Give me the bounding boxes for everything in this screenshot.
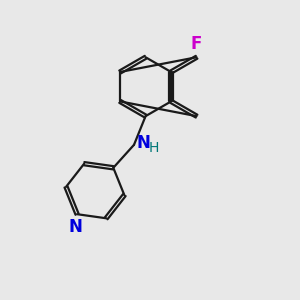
Text: H: H [149, 141, 159, 155]
Text: F: F [191, 35, 202, 53]
Text: N: N [69, 218, 82, 236]
Text: N: N [136, 134, 150, 152]
